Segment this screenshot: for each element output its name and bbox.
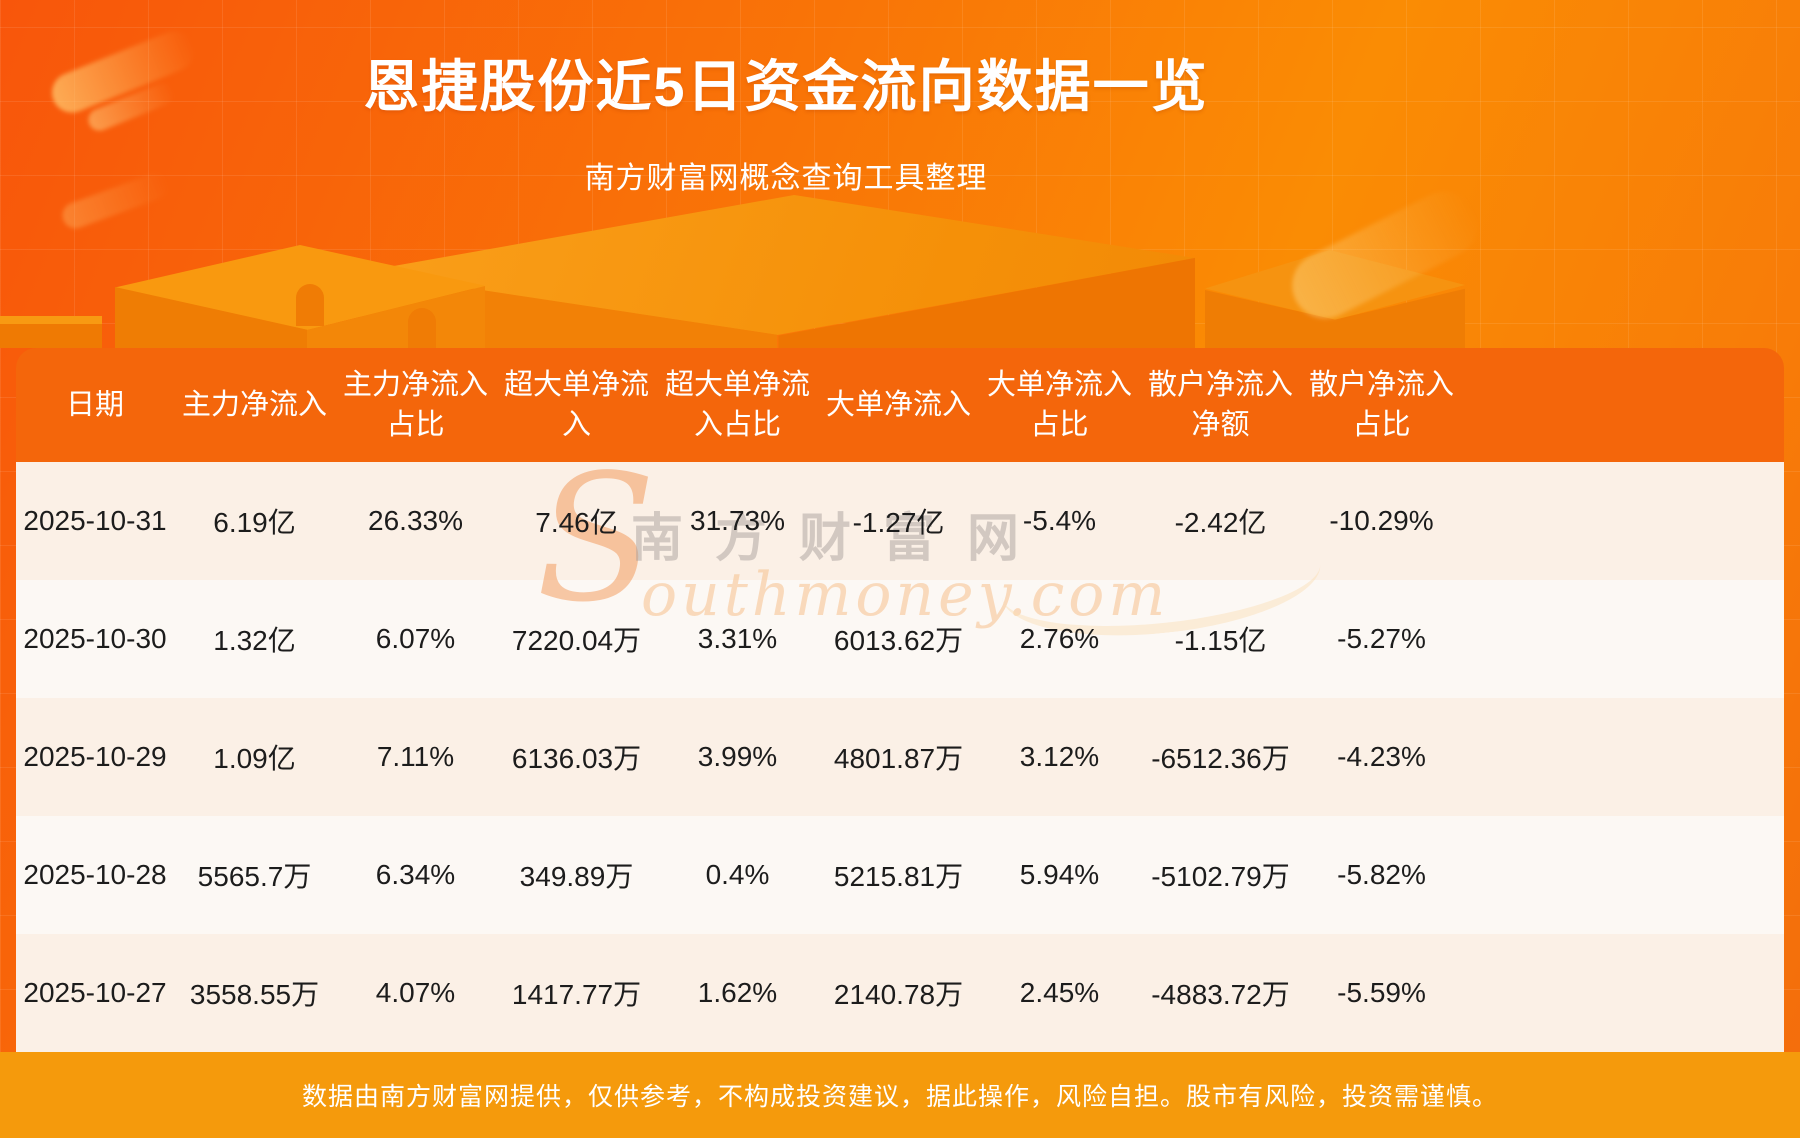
table-cell: 4801.87万 <box>833 743 964 774</box>
table-cell: 349.89万 <box>519 861 634 892</box>
table-cell: 1417.77万 <box>511 979 642 1010</box>
table-cell: 2025-10-31 <box>23 505 167 536</box>
table-row: 2025-10-27 3558.55万 4.07% 1417.77万 1.62% 2140… <box>16 934 1784 1052</box>
column-header: 超大单净流入占比 <box>664 369 810 441</box>
table-cell: 6013.62万 <box>833 625 964 656</box>
page-title: 恩捷股份近5日资金流向数据一览 <box>363 55 1209 118</box>
column-header: 大单净流入 <box>825 389 971 421</box>
table-cell: 6.19亿 <box>213 507 296 538</box>
column-header: 散户净流入净额 <box>1147 369 1293 441</box>
table-cell: 0.4% <box>705 859 770 890</box>
table-cell: 3.99% <box>697 741 778 772</box>
podium-arch-decoration <box>296 284 324 326</box>
table-cell: -1.15亿 <box>1174 625 1267 656</box>
column-header: 超大单净流入 <box>503 369 649 441</box>
column-header: 散户净流入占比 <box>1308 369 1454 441</box>
page-subtitle: 南方财富网概念查询工具整理 <box>584 162 988 195</box>
table-cell: -5.59% <box>1337 977 1426 1008</box>
table-cell: 2025-10-29 <box>23 741 167 772</box>
table-cell: 2025-10-28 <box>23 859 167 890</box>
table-cell: 1.62% <box>697 977 778 1008</box>
table-cell: -4.23% <box>1337 741 1426 772</box>
table-row: 2025-10-30 1.32亿 6.07% 7220.04万 3.31% 6013.62… <box>16 580 1784 698</box>
column-header: 日期 <box>65 389 124 421</box>
table-cell: 5.94% <box>1019 859 1100 890</box>
table-cell: 2.45% <box>1019 977 1100 1008</box>
column-header: 大单净流入占比 <box>986 369 1132 441</box>
table-cell: 7.11% <box>376 741 455 772</box>
column-header: 主力净流入 <box>181 389 327 421</box>
table-cell: 26.33% <box>368 505 463 536</box>
table-cell: -5.4% <box>1022 505 1097 536</box>
table-row: 2025-10-29 1.09亿 7.11% 6136.03万 3.99% 4801.87… <box>16 698 1784 816</box>
table-cell: 6.07% <box>375 623 456 654</box>
podium-arch-decoration <box>408 308 436 348</box>
table-cell: -4883.72万 <box>1151 979 1290 1010</box>
table-cell: 2140.78万 <box>833 979 964 1010</box>
fund-flow-table: S 南方财富网 outhmoney.com 日期 主力净流入 主力净流入占比 超大单净… <box>16 348 1784 1052</box>
table-cell: 31.73% <box>690 505 785 536</box>
table-cell: 1.09亿 <box>213 743 296 774</box>
table-cell: 6136.03万 <box>511 743 642 774</box>
table-cell: -1.27亿 <box>852 507 945 538</box>
table-cell: -5.82% <box>1337 859 1426 890</box>
headline-block: 恩捷股份近5日资金流向数据一览 南方财富网概念查询工具整理 <box>0 42 1572 197</box>
table-row: 2025-10-31 6.19亿 26.33% 7.46亿 31.73% -1.27亿 -5… <box>16 462 1784 580</box>
table-cell: 5565.7万 <box>197 861 312 892</box>
table-cell: -5102.79万 <box>1151 861 1290 892</box>
table-cell: -2.42亿 <box>1174 507 1267 538</box>
table-cell: 2025-10-30 <box>23 623 167 654</box>
table-cell: 3.31% <box>697 623 778 654</box>
table-cell: -10.29% <box>1329 505 1434 536</box>
table-body: 2025-10-31 6.19亿 26.33% 7.46亿 31.73% -1.27亿 -5… <box>16 462 1784 1052</box>
table-cell: 1.32亿 <box>213 625 296 656</box>
table-cell: 2.76% <box>1019 623 1100 654</box>
table-header-row: 日期 主力净流入 主力净流入占比 超大单净流入 超大单净流入占比 大单净流入 大单净流入占比… <box>16 348 1784 462</box>
table-cell: 3.12% <box>1019 741 1100 772</box>
table-cell: 6.34% <box>375 859 456 890</box>
footer-band: 数据由南方财富网提供，仅供参考，不构成投资建议，据此操作，风险自担。股市有风险，… <box>0 1052 1800 1138</box>
table-cell: 4.07% <box>375 977 456 1008</box>
footer-disclaimer: 数据由南方财富网提供，仅供参考，不构成投资建议，据此操作，风险自担。股市有风险，… <box>301 1083 1498 1111</box>
table-row: 2025-10-28 5565.7万 6.34% 349.89万 0.4% 5215.81… <box>16 816 1784 934</box>
table-cell: 3558.55万 <box>189 979 320 1010</box>
podium-farleft-box <box>0 316 102 348</box>
table-cell: 5215.81万 <box>833 861 964 892</box>
table-cell: 7.46亿 <box>535 507 618 538</box>
table-cell: 2025-10-27 <box>23 977 167 1008</box>
column-header: 主力净流入占比 <box>342 369 488 441</box>
table-cell: -6512.36万 <box>1151 743 1290 774</box>
table-cell: -5.27% <box>1337 623 1426 654</box>
table-cell: 7220.04万 <box>511 625 642 656</box>
